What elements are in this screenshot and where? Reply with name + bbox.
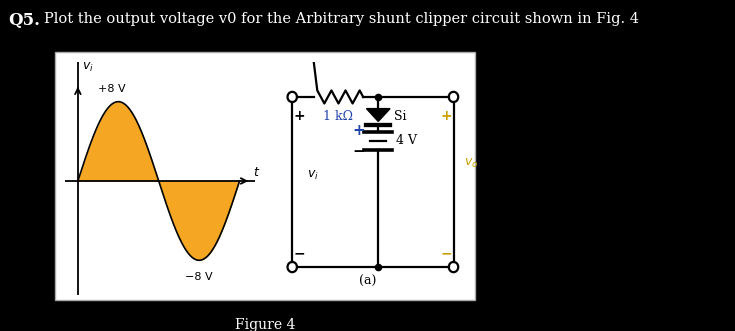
Text: (a): (a) [359, 275, 376, 288]
Text: −8 V: −8 V [185, 272, 213, 282]
Text: +: + [353, 123, 365, 138]
Polygon shape [367, 109, 390, 121]
Text: Q5.: Q5. [8, 12, 40, 29]
Text: +: + [440, 109, 452, 122]
Text: $v_i$: $v_i$ [307, 168, 319, 182]
Text: +8 V: +8 V [98, 84, 126, 94]
Text: +: + [294, 109, 306, 122]
Text: $t$: $t$ [253, 166, 260, 179]
Text: −: − [294, 246, 306, 260]
Text: Plot the output voltage v0 for the Arbitrary shunt clipper circuit shown in Fig.: Plot the output voltage v0 for the Arbit… [44, 12, 639, 26]
Text: Si: Si [395, 110, 407, 123]
Text: Figure 4: Figure 4 [234, 318, 295, 331]
Text: $v_o$: $v_o$ [465, 157, 478, 170]
Bar [55, 52, 475, 300]
Text: −: − [440, 246, 452, 260]
Text: −: − [353, 144, 365, 160]
Text: 4 V: 4 V [396, 134, 417, 147]
Text: 1 kΩ: 1 kΩ [323, 110, 354, 123]
Text: $v_i$: $v_i$ [82, 61, 93, 74]
